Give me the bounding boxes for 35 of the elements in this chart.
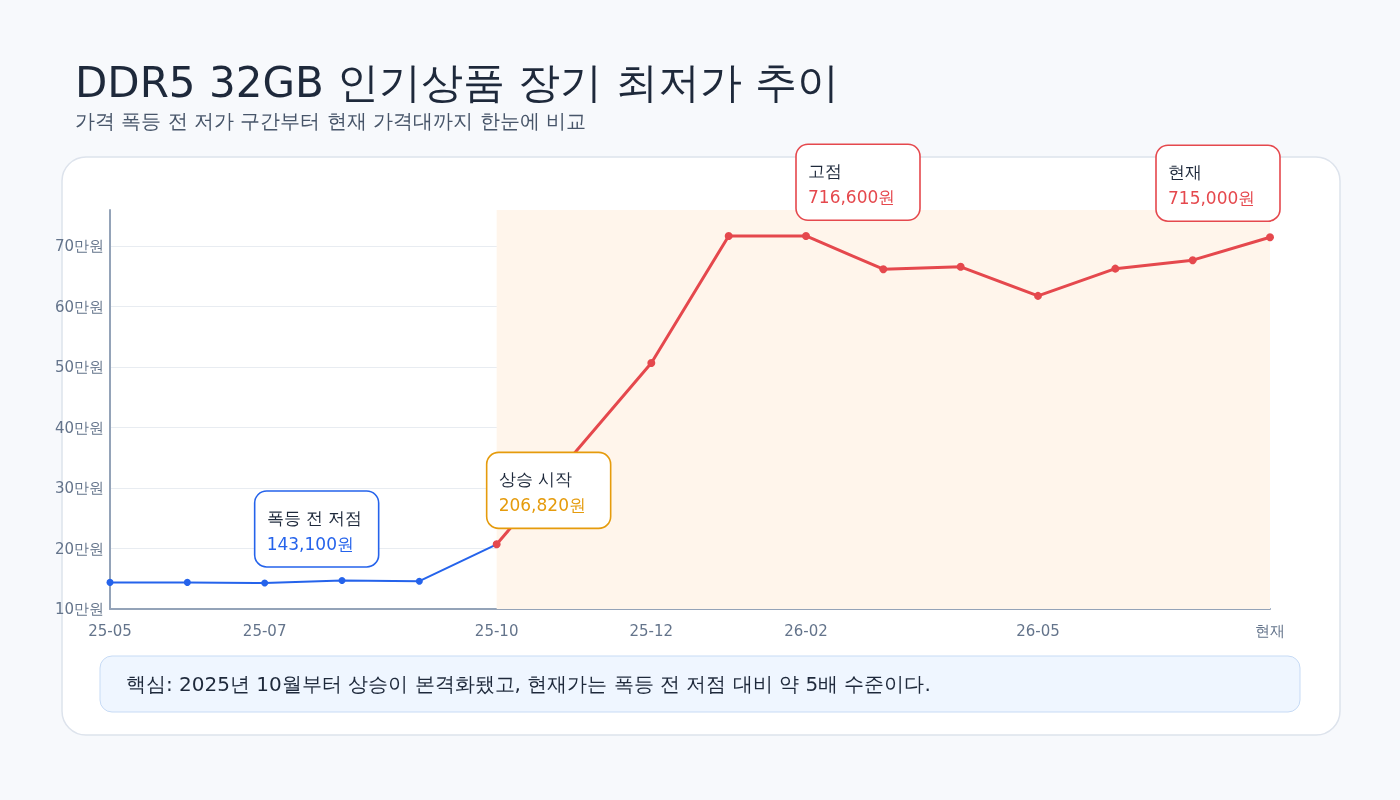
y-tick-label: 70만원 [54,237,104,256]
annotation: 상승 시작 206,820원 [498,469,586,516]
annotation: 폭등 전 저점 143,100원 [266,507,363,554]
x-tick-label: 26-02 [784,621,828,640]
point [802,232,810,240]
y-tick-label: 50만원 [54,358,104,377]
point [1111,264,1120,273]
point [647,358,656,367]
point [183,578,191,586]
y-tick-label: 60만원 [54,297,104,316]
point [338,577,346,585]
chart-title: DDR5 32GB 인기상품 장기 최저가 추이 [75,57,840,107]
x-tick-label: 25-10 [474,621,519,640]
point [1034,291,1042,300]
point [956,262,965,271]
x-tick-label: 25-12 [629,621,674,640]
point [261,579,269,587]
annotation: 현재 715,000원 [1168,162,1256,209]
x-tick-label: 25-07 [242,621,287,640]
chart-subtitle: 가격 폭등 전 저가 구간부터 현재 가격대까지 한눈에 비교 [75,109,586,133]
text: 핵심: 2025년 10월부터 상승이 본격화됐고, 현재가는 폭등 전 저점 대비 약 5배 수준이다. [126,672,931,696]
point [724,232,733,240]
annotation: 고점 716,600원 [808,161,896,208]
point [106,578,114,586]
x-tick-label: 25-05 [88,621,132,640]
x-tick-label: 현재 [1255,621,1285,640]
y-tick-label: 30만원 [54,479,104,498]
y-tick-label: 20만원 [54,539,104,558]
point [415,577,423,585]
y-tick-label: 40만원 [54,418,104,437]
point [1188,256,1197,265]
point [1266,233,1274,242]
point [879,265,888,274]
x-tick-label: 26-05 [1016,621,1060,640]
y-tick-label: 10만원 [54,600,104,618]
